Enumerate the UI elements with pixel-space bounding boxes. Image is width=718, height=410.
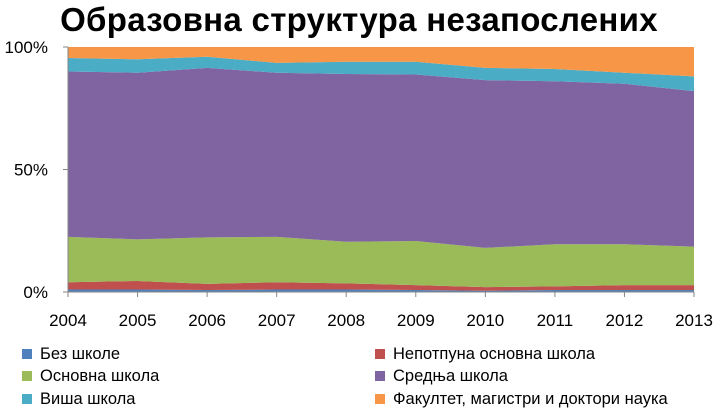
chart-plot: 0% 50% 100% 2004 2005 2006 2007 2008 2009 2010 201… — [5, 38, 713, 330]
x-tick-label: 2009 — [397, 311, 435, 330]
legend-swatch — [22, 394, 32, 404]
legend-swatch — [375, 371, 385, 381]
x-tick-label: 2006 — [188, 311, 226, 330]
area-series-4 — [68, 67, 694, 248]
area-series-6 — [68, 47, 694, 77]
legend-item: Основна школа — [22, 365, 159, 387]
legend-swatch — [22, 371, 32, 381]
legend-item: Непотпуна основна школа — [375, 343, 595, 365]
x-tick-label: 2013 — [675, 311, 713, 330]
legend-label: Основна школа — [40, 366, 160, 385]
legend-swatch — [22, 349, 32, 359]
legend-swatch — [375, 394, 385, 404]
legend-item: Средња школа — [375, 365, 508, 387]
y-tick-label: 100% — [5, 38, 48, 57]
legend-item: Виша школа — [22, 388, 135, 410]
legend-label: Факултет, магистри и доктори наука — [393, 389, 668, 408]
x-tick-label: 2008 — [327, 311, 365, 330]
area-series-2 — [68, 280, 694, 291]
area-series-1 — [68, 289, 694, 292]
x-tick-label: 2004 — [49, 311, 87, 330]
legend-label: Непотпуна основна школа — [393, 344, 596, 363]
x-tick-label: 2005 — [119, 311, 157, 330]
area-series-3 — [68, 236, 694, 288]
x-tick-label: 2010 — [466, 311, 504, 330]
area-series-5 — [68, 56, 694, 92]
y-tick-label: 0% — [23, 283, 48, 302]
legend-label: Виша школа — [40, 389, 136, 408]
legend-label: Без школе — [40, 344, 121, 363]
x-tick-label: 2007 — [258, 311, 296, 330]
y-tick-label: 50% — [14, 161, 48, 180]
legend-item: Без школе — [22, 343, 120, 365]
x-tick-label: 2011 — [537, 311, 574, 330]
legend-swatch — [375, 349, 385, 359]
chart-title: Образовна структура незапослених — [60, 1, 658, 38]
legend-item: Факултет, магистри и доктори наука — [375, 388, 668, 410]
x-tick-label: 2012 — [606, 311, 644, 330]
legend-label: Средња школа — [393, 366, 508, 385]
chart-legend: Без школе Непотпуна основна школа Основна … — [0, 340, 718, 409]
